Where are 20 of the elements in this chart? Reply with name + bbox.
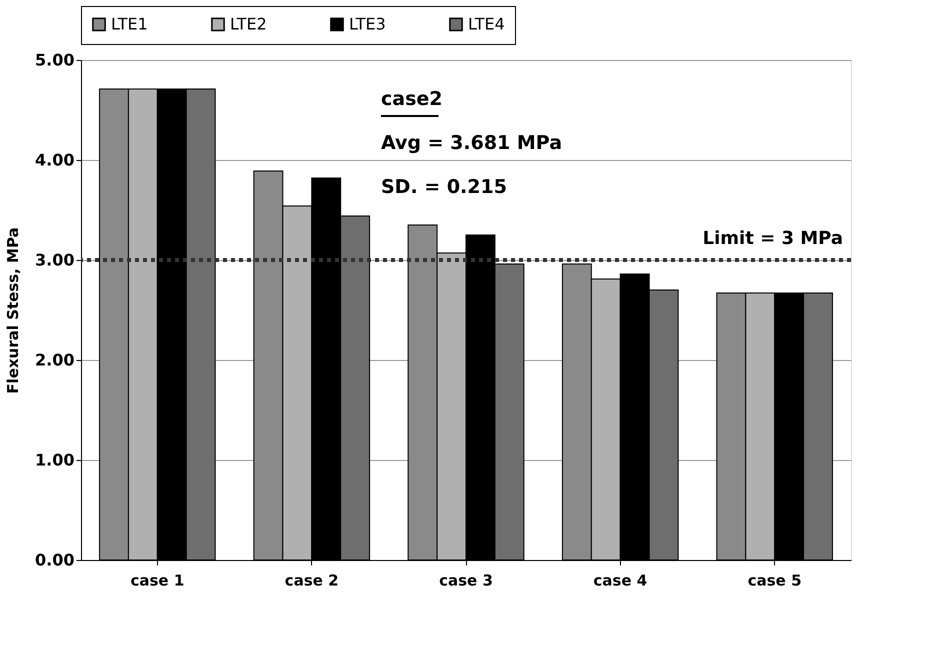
- y-tick-label: 1.00: [35, 450, 74, 470]
- y-tick-label: 4.00: [35, 150, 74, 170]
- annotation: SD. = 0.215: [381, 176, 507, 198]
- annotation: case2: [381, 88, 442, 110]
- legend-label: LTE3: [349, 14, 386, 34]
- legend-label: LTE1: [111, 14, 148, 34]
- y-tick-label: 5.00: [35, 50, 74, 70]
- x-tick-label: case 4: [593, 572, 648, 590]
- annotation: Avg = 3.681 MPa: [381, 132, 562, 154]
- x-tick-label: case 5: [748, 572, 802, 590]
- y-tick-label: 2.00: [35, 350, 74, 370]
- y-tick-label: 3.00: [35, 250, 74, 270]
- legend-label: LTE4: [468, 14, 505, 34]
- x-tick-label: case 1: [130, 572, 184, 590]
- ref-line-label: Limit = 3 MPa: [702, 228, 843, 249]
- x-tick-label: case 2: [284, 572, 339, 590]
- y-axis-title: Flexural Stess, MPa: [4, 227, 22, 394]
- x-tick-label: case 3: [439, 572, 493, 590]
- legend-label: LTE2: [230, 14, 267, 34]
- y-tick-label: 0.00: [35, 550, 74, 570]
